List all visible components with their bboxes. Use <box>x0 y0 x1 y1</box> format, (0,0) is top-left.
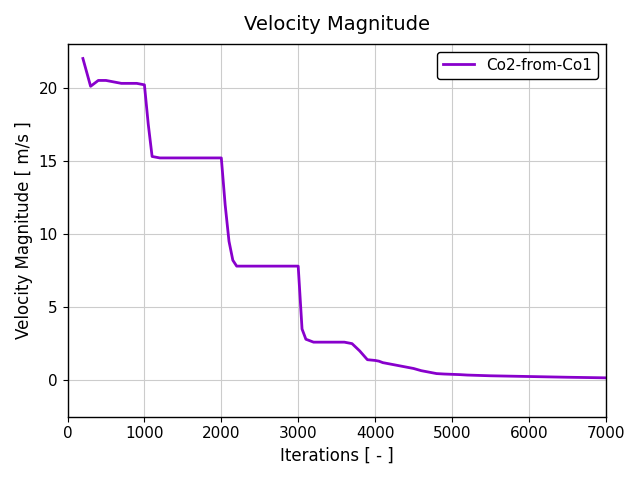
Co2-from-Co1 <box>602 375 609 381</box>
Line: Co2-from-Co1: Co2-from-Co1 <box>83 59 605 378</box>
Co2-from-Co1 <box>202 155 210 161</box>
Co2-from-Co1 <box>218 155 225 161</box>
Co2-from-Co1 <box>79 56 87 61</box>
X-axis label: Iterations [ - ]: Iterations [ - ] <box>280 447 394 465</box>
Co2-from-Co1 <box>221 202 229 207</box>
Legend: Co2-from-Co1: Co2-from-Co1 <box>437 51 598 79</box>
Y-axis label: Velocity Magnitude [ m/s ]: Velocity Magnitude [ m/s ] <box>15 121 33 339</box>
Co2-from-Co1 <box>148 154 156 159</box>
Title: Velocity Magnitude: Velocity Magnitude <box>244 15 429 34</box>
Co2-from-Co1 <box>333 339 340 345</box>
Co2-from-Co1 <box>187 155 195 161</box>
